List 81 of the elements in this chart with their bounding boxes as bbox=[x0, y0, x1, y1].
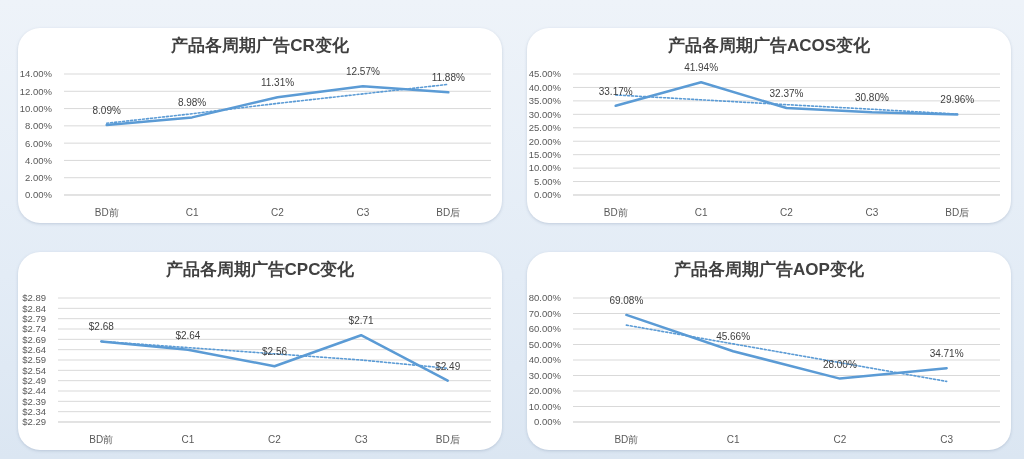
y-tick-label: 25.00% bbox=[528, 122, 562, 134]
x-tick-label: C2 bbox=[833, 434, 847, 446]
y-tick-label: $2.69 bbox=[22, 333, 46, 345]
y-tick-label: $2.49 bbox=[22, 375, 46, 387]
x-tick-label: C3 bbox=[865, 207, 879, 219]
y-tick-label: $2.64 bbox=[22, 344, 46, 356]
y-tick-label: $2.89 bbox=[22, 292, 46, 304]
x-tick-label: BD前 bbox=[614, 434, 639, 446]
y-tick-label: $2.44 bbox=[22, 385, 46, 397]
chart-title: 产品各周期广告CR变化 bbox=[170, 35, 350, 57]
x-tick-label: C3 bbox=[356, 207, 370, 219]
x-tick-label: C3 bbox=[354, 434, 368, 446]
x-tick-label: BD前 bbox=[89, 434, 114, 446]
y-tick-label: 12.00% bbox=[19, 85, 53, 97]
y-tick-label: 5.00% bbox=[534, 175, 562, 187]
x-tick-label: C1 bbox=[694, 207, 708, 219]
x-tick-label: BD后 bbox=[436, 207, 461, 219]
data-label: 11.31% bbox=[260, 77, 295, 89]
data-label: $2.64 bbox=[175, 329, 201, 341]
y-tick-label: 14.00% bbox=[19, 68, 53, 80]
data-label: 41.94% bbox=[684, 62, 719, 74]
data-label: $2.68 bbox=[88, 321, 115, 333]
x-tick-label: C1 bbox=[181, 434, 195, 446]
y-tick-label: 20.00% bbox=[528, 135, 562, 147]
y-tick-label: 15.00% bbox=[528, 149, 562, 161]
chart-title: 产品各周期广告CPC变化 bbox=[164, 259, 356, 281]
y-tick-label: $2.84 bbox=[22, 302, 46, 314]
x-tick-label: BD后 bbox=[945, 207, 970, 219]
data-label: 8.09% bbox=[92, 105, 121, 117]
data-label: 29.96% bbox=[940, 94, 975, 106]
y-tick-label: 10.00% bbox=[19, 102, 53, 114]
y-tick-label: $2.74 bbox=[22, 323, 46, 335]
x-tick-label: BD前 bbox=[94, 207, 119, 219]
y-tick-label: $2.79 bbox=[22, 313, 46, 325]
y-tick-label: 2.00% bbox=[25, 172, 53, 184]
data-label: 45.66% bbox=[716, 331, 751, 343]
y-tick-label: 70.00% bbox=[528, 307, 562, 319]
y-tick-label: 45.00% bbox=[528, 68, 562, 80]
data-label: 12.57% bbox=[345, 66, 380, 78]
x-tick-label: C2 bbox=[268, 434, 282, 446]
data-label: 32.37% bbox=[769, 87, 804, 99]
y-tick-label: $2.39 bbox=[22, 395, 46, 407]
y-tick-label: 20.00% bbox=[528, 385, 562, 397]
y-tick-label: 6.00% bbox=[25, 137, 53, 149]
data-label: $2.71 bbox=[348, 315, 375, 327]
y-tick-label: 4.00% bbox=[25, 154, 53, 166]
x-tick-label: BD后 bbox=[435, 434, 460, 446]
x-tick-label: C2 bbox=[271, 207, 285, 219]
data-label: 8.98% bbox=[177, 97, 207, 109]
data-label: 28.00% bbox=[822, 358, 857, 370]
y-tick-label: 30.00% bbox=[528, 108, 562, 120]
y-tick-label: 35.00% bbox=[528, 95, 562, 107]
data-label: 30.80% bbox=[854, 92, 889, 104]
data-label: 33.17% bbox=[598, 85, 633, 97]
y-tick-label: $2.29 bbox=[22, 416, 46, 428]
x-tick-label: C2 bbox=[780, 207, 794, 219]
y-tick-label: 40.00% bbox=[528, 354, 562, 366]
chart-title: 产品各周期广告ACOS变化 bbox=[666, 35, 872, 57]
data-label: 11.88% bbox=[431, 72, 465, 84]
y-tick-label: $2.54 bbox=[22, 364, 46, 376]
x-tick-label: C3 bbox=[940, 434, 954, 446]
y-tick-label: $2.59 bbox=[22, 354, 46, 366]
y-tick-label: 10.00% bbox=[528, 400, 562, 412]
y-tick-label: 0.00% bbox=[534, 189, 562, 201]
y-tick-label: 0.00% bbox=[25, 189, 53, 201]
data-label: 34.71% bbox=[929, 348, 964, 360]
y-tick-label: 80.00% bbox=[528, 292, 562, 304]
data-label: $2.49 bbox=[435, 360, 461, 372]
y-tick-label: 10.00% bbox=[528, 162, 562, 174]
chart-title: 产品各周期广告AOP变化 bbox=[673, 259, 865, 281]
y-tick-label: 50.00% bbox=[528, 338, 562, 350]
y-tick-label: 0.00% bbox=[534, 416, 562, 428]
y-tick-label: 60.00% bbox=[528, 323, 562, 335]
y-tick-label: 30.00% bbox=[528, 369, 562, 381]
x-tick-label: C1 bbox=[726, 434, 740, 446]
y-tick-label: 8.00% bbox=[25, 120, 53, 132]
data-label: 69.08% bbox=[609, 294, 644, 306]
x-tick-label: C1 bbox=[185, 207, 199, 219]
y-tick-label: 40.00% bbox=[528, 81, 562, 93]
y-tick-label: $2.34 bbox=[22, 406, 46, 418]
x-tick-label: BD前 bbox=[603, 207, 628, 219]
